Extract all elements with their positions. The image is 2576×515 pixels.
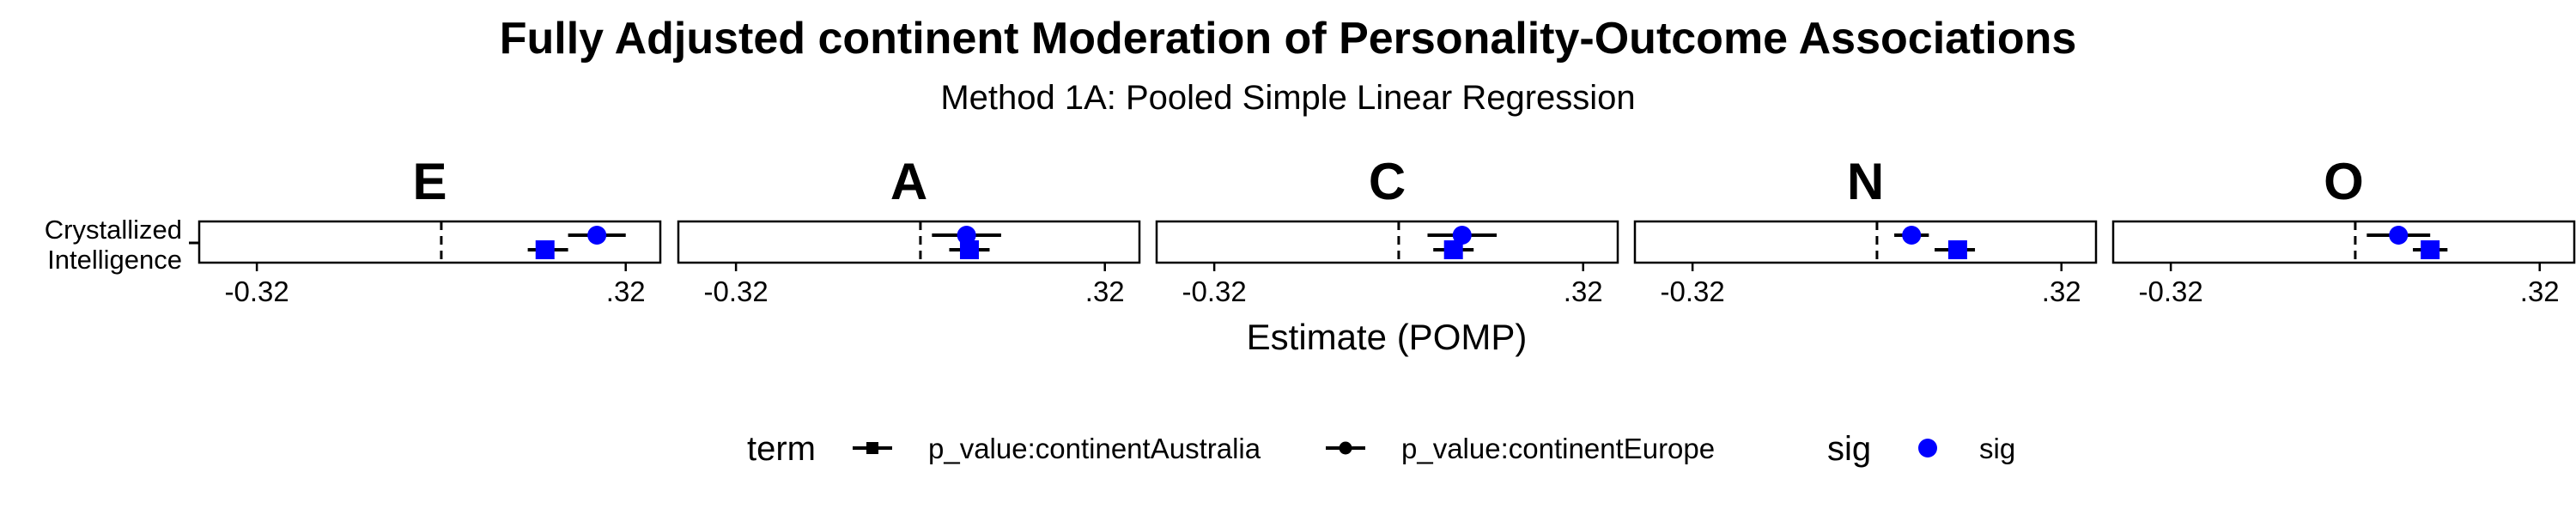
facet-label: O <box>2324 153 2364 210</box>
point-australia <box>959 240 979 259</box>
point-australia <box>1947 240 1967 259</box>
legend-label: sig <box>1979 433 2015 464</box>
legend-term-title: term <box>747 430 816 468</box>
point-europe <box>2389 226 2409 245</box>
legend-item: p_value:continentAustralia <box>853 433 1261 464</box>
x-tick-label: .32 <box>2520 276 2560 307</box>
facet-label: C <box>1369 153 1406 210</box>
point-australia <box>2421 240 2440 259</box>
panel-border <box>197 220 662 264</box>
legend-key-square <box>866 442 878 454</box>
y-tick-label: Crystallized <box>45 215 182 245</box>
point-australia <box>535 240 555 259</box>
panel-E: E -0.32 .32 <box>197 153 662 307</box>
legend-label: p_value:continentEurope <box>1401 433 1715 464</box>
point-europe <box>957 226 976 245</box>
facet-panels: E -0.32 .32 A -0.32 .32 C -0.32 .32 N -0.32 .32 O -0.… <box>197 153 2576 307</box>
point-europe <box>1452 226 1472 245</box>
x-tick-label: .32 <box>1085 276 1125 307</box>
x-tick-label: -0.32 <box>1661 276 1725 307</box>
x-tick-label: -0.32 <box>704 276 769 307</box>
x-tick-label: .32 <box>606 276 646 307</box>
legend-key-circle <box>1339 441 1352 455</box>
panel-border <box>677 220 1141 264</box>
panel-border <box>2111 220 2576 264</box>
x-tick-label: .32 <box>1564 276 1603 307</box>
panel-A: A -0.32 .32 <box>677 153 1141 307</box>
point-europe <box>1902 226 1922 245</box>
x-tick-label: .32 <box>2042 276 2081 307</box>
facet-label: E <box>412 153 447 210</box>
panel-O: O -0.32 .32 <box>2111 153 2576 307</box>
legend-label: p_value:continentAustralia <box>928 433 1261 464</box>
legend-key-sig <box>1918 439 1937 457</box>
x-axis-title: Estimate (POMP) <box>1247 317 1528 357</box>
chart-title: Fully Adjusted continent Moderation of P… <box>500 14 2077 64</box>
chart-subtitle: Method 1A: Pooled Simple Linear Regressi… <box>940 79 1635 117</box>
panel-border <box>1155 220 1619 264</box>
legend-item: p_value:continentEurope <box>1326 433 1715 464</box>
point-australia <box>1443 240 1463 259</box>
panel-N: N -0.32 .32 <box>1633 153 2098 307</box>
panel-C: C -0.32 .32 <box>1155 153 1619 307</box>
x-tick-label: -0.32 <box>225 276 289 307</box>
panel-border <box>1633 220 2098 264</box>
x-tick-label: -0.32 <box>2139 276 2203 307</box>
facet-label: A <box>890 153 927 210</box>
y-tick-label: Intelligence <box>47 245 182 275</box>
legend: term p_value:continentAustralia p_value:co… <box>747 430 2015 468</box>
facet-label: N <box>1847 153 1884 210</box>
legend-sig-title: sig <box>1827 430 1871 468</box>
x-tick-label: -0.32 <box>1182 276 1247 307</box>
point-europe <box>587 226 607 245</box>
